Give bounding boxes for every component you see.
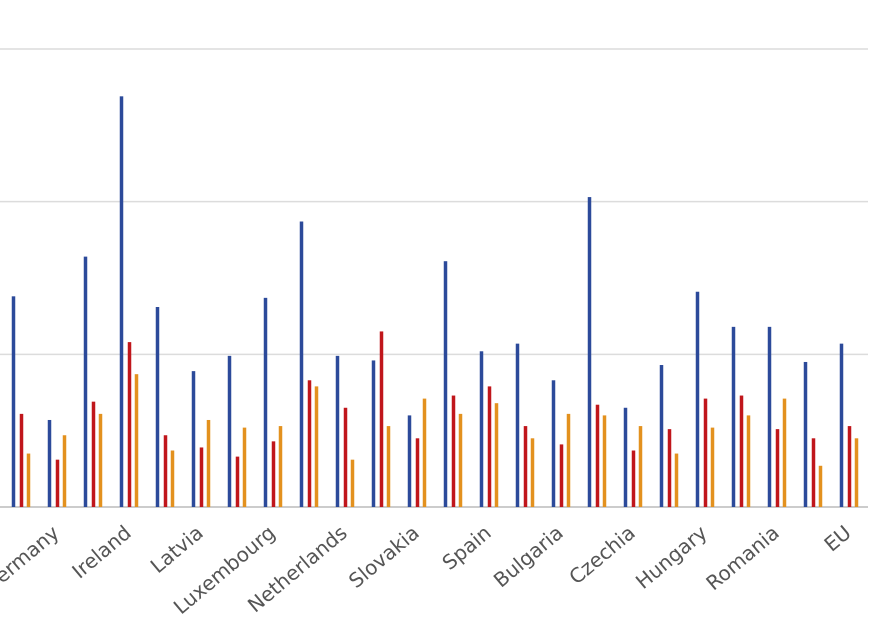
bar-20-series-0: [731, 326, 736, 507]
bar-11-series-2: [422, 398, 427, 507]
bar-7-series-2: [278, 426, 283, 507]
bar-2-series-0: [83, 256, 88, 507]
bar-10-series-0: [371, 360, 376, 507]
bar-2-series-1: [91, 401, 96, 507]
bar-3-series-2: [134, 374, 139, 507]
bar-8-series-1: [307, 380, 312, 507]
bar-22-series-0: [803, 361, 808, 507]
x-tick-labels: Germany Ireland LatviaLuxembourgNetherland…: [0, 520, 856, 619]
bar-6-series-1: [235, 456, 240, 507]
bar-21-series-0: [767, 326, 772, 507]
bar-5-series-1: [199, 447, 204, 507]
bar-2-series-2: [98, 413, 103, 507]
x-tick-label: Slovakia: [344, 520, 424, 592]
x-tick-label: Spain: [437, 520, 495, 574]
bar-19-series-1: [703, 398, 708, 507]
bar-13-series-2: [494, 403, 499, 507]
bar-15-series-0: [551, 380, 556, 507]
x-tick-label: Bulgaria: [489, 520, 568, 592]
bar-16-series-0: [587, 197, 592, 507]
bar-5-series-2: [206, 419, 211, 507]
bar-4-series-1: [163, 435, 168, 507]
x-tick-label: Romania: [701, 520, 783, 595]
bar-16-series-1: [595, 404, 600, 507]
bar-3-series-0: [119, 96, 124, 508]
bar-1-series-1: [55, 459, 60, 507]
bar-1-series-0: [47, 419, 52, 507]
bar-4-series-2: [170, 450, 175, 507]
bar-1-series-2: [62, 435, 67, 507]
bar-23-series-0: [839, 343, 844, 507]
bar-6-series-0: [227, 355, 232, 507]
bar-11-series-1: [415, 438, 420, 507]
bar-17-series-0: [623, 407, 628, 507]
bar-9-series-0: [335, 355, 340, 507]
bar-20-series-2: [746, 415, 751, 507]
bar-14-series-2: [530, 438, 535, 507]
bar-8-series-2: [314, 386, 319, 507]
bar-5-series-0: [191, 371, 196, 507]
bar-4-series-0: [155, 307, 160, 507]
bar-8-series-0: [299, 221, 304, 507]
bar-21-series-2: [782, 398, 787, 507]
bar-12-series-2: [458, 413, 463, 507]
x-tick-label: Germany: [0, 520, 64, 598]
bar-0-series-0: [11, 296, 16, 507]
bar-18-series-1: [667, 429, 672, 507]
bar-19-series-0: [695, 291, 700, 507]
bar-12-series-1: [451, 395, 456, 507]
bar-11-series-0: [407, 415, 412, 507]
x-tick-label: EU: [819, 520, 855, 556]
bar-0-series-1: [19, 413, 24, 507]
x-tick-label: Ireland: [67, 520, 135, 583]
bar-18-series-0: [659, 365, 664, 507]
bar-20-series-1: [739, 395, 744, 507]
bar-23-series-1: [847, 426, 852, 507]
bar-13-series-0: [479, 351, 484, 507]
bar-7-series-0: [263, 297, 268, 507]
bar-14-series-0: [515, 343, 520, 507]
x-tick-label: Czechia: [564, 520, 639, 589]
bar-23-series-2: [854, 438, 859, 507]
bar-10-series-1: [379, 331, 384, 507]
bar-19-series-2: [710, 427, 715, 507]
bar-7-series-1: [271, 441, 276, 507]
bar-6-series-2: [242, 427, 247, 507]
bar-18-series-2: [674, 453, 679, 507]
bar-17-series-1: [631, 450, 636, 507]
bar-3-series-1: [127, 342, 132, 507]
bar-15-series-1: [559, 444, 564, 507]
bar-22-series-1: [811, 438, 816, 507]
bar-9-series-2: [350, 459, 355, 507]
bar-15-series-2: [566, 413, 571, 507]
bar-17-series-2: [638, 426, 643, 507]
bar-9-series-1: [343, 407, 348, 507]
x-tick-label: Latvia: [146, 520, 208, 578]
bar-16-series-2: [602, 415, 607, 507]
bar-21-series-1: [775, 429, 780, 507]
bar-13-series-1: [487, 386, 492, 507]
bar-14-series-1: [523, 426, 528, 507]
bar-0-series-2: [26, 453, 31, 507]
bar-12-series-0: [443, 261, 448, 507]
bars: [11, 96, 859, 508]
bar-22-series-2: [818, 465, 823, 507]
gridlines: [0, 48, 868, 508]
x-tick-label: Hungary: [631, 520, 712, 593]
bar-10-series-2: [386, 426, 391, 507]
